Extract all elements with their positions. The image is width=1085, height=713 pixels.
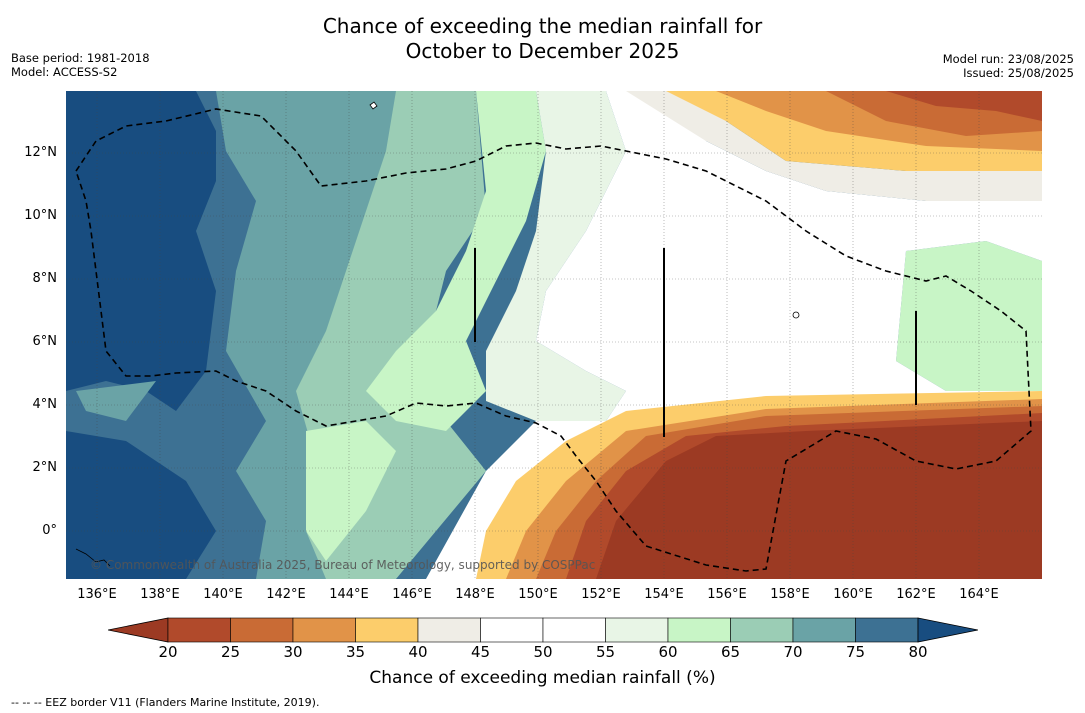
lon-label: 152°E <box>581 587 621 602</box>
eez-footnote: -- -- -- EEZ border V11 (Flanders Marine… <box>11 696 320 709</box>
colorbar-tick-label: 20 <box>158 643 178 661</box>
colorbar-box <box>792 617 856 643</box>
map-title: Chance of exceeding the median rainfall … <box>0 14 1085 64</box>
lat-label: 0° <box>42 523 57 538</box>
lat-label: 6°N <box>32 334 58 349</box>
colorbar-tick-label: 50 <box>533 643 553 661</box>
lon-label: 140°E <box>203 587 243 602</box>
colorbar-tick-label: 35 <box>345 643 366 661</box>
colorbar-box <box>730 617 794 643</box>
eez-border <box>75 108 1032 572</box>
coastline-fragment <box>75 548 111 567</box>
base-period: Base period: 1981-2018 <box>11 51 150 65</box>
lon-label: 156°E <box>707 587 747 602</box>
meta-right: Model run: 23/08/2025 Issued: 25/08/2025 <box>943 52 1074 80</box>
colorbar-tick-label: 70 <box>783 643 803 661</box>
lon-label: 136°E <box>77 587 117 602</box>
colorbar-tick-label: 25 <box>220 643 241 661</box>
colorbar-tick-label: 65 <box>720 643 741 661</box>
title-line-1: Chance of exceeding the median rainfall … <box>322 14 763 38</box>
lat-label: 2°N <box>32 460 58 475</box>
colorbar-box <box>167 617 231 643</box>
colorbar-tick-label: 75 <box>845 643 866 661</box>
model-name: Model: ACCESS-S2 <box>11 65 118 79</box>
lon-label: 162°E <box>896 587 936 602</box>
colorbar-tick-label: 40 <box>408 643 428 661</box>
colorbar-box <box>355 617 419 643</box>
region-60-65-south <box>306 421 396 561</box>
colorbar-tick-label: 30 <box>283 643 303 661</box>
colorbar-box <box>605 617 669 643</box>
colorbar <box>107 616 979 644</box>
colorbar-tick-label: 80 <box>908 643 928 661</box>
lon-label: 150°E <box>518 587 558 602</box>
colorbar-extend-low <box>107 617 169 643</box>
lon-label: 158°E <box>770 587 810 602</box>
lon-label: 146°E <box>392 587 432 602</box>
rainfall-map <box>66 91 1042 579</box>
lon-label: 164°E <box>959 587 999 602</box>
lat-label: 10°N <box>24 208 57 223</box>
colorbar-extend-high <box>917 617 979 643</box>
island-marker <box>369 101 378 110</box>
lat-label: 8°N <box>32 271 58 286</box>
colorbar-box <box>417 617 481 643</box>
colorbar-box <box>855 617 919 643</box>
region-70-75-west <box>76 381 156 421</box>
map-canvas <box>66 91 1042 579</box>
title-line-2: October to December 2025 <box>405 39 680 63</box>
island-marker-2 <box>792 311 800 319</box>
meta-left: Base period: 1981-2018 Model: ACCESS-S2 <box>11 51 150 79</box>
lon-label: 138°E <box>140 587 180 602</box>
colorbar-swatches <box>107 617 979 643</box>
colorbar-box <box>667 617 731 643</box>
colorbar-box <box>230 617 294 643</box>
lat-label: 4°N <box>32 397 58 412</box>
colorbar-label: Chance of exceeding median rainfall (%) <box>369 668 716 688</box>
region-60-65 <box>366 91 546 431</box>
lon-label: 148°E <box>455 587 495 602</box>
model-run: Model run: 23/08/2025 <box>942 52 1074 66</box>
region-below-20 <box>596 421 1042 579</box>
colorbar-tick-label: 55 <box>595 643 616 661</box>
graticule <box>66 91 1042 579</box>
copyright-notice: © Commonwealth of Australia 2025, Bureau… <box>90 558 596 572</box>
lon-label: 142°E <box>266 587 306 602</box>
lon-label: 144°E <box>329 587 369 602</box>
colorbar-tick-label: 45 <box>470 643 491 661</box>
region-above-80-south <box>66 431 216 579</box>
lon-label: 160°E <box>833 587 873 602</box>
colorbar-box <box>292 617 356 643</box>
region-20-25-north <box>886 91 1042 121</box>
lon-label: 154°E <box>644 587 684 602</box>
issued-date: Issued: 25/08/2025 <box>963 66 1074 80</box>
colorbar-box <box>480 617 544 643</box>
region-55-60 <box>486 91 626 421</box>
region-60-65-far-east <box>896 241 1042 391</box>
colorbar-tick-label: 60 <box>658 643 678 661</box>
colorbar-box <box>542 617 606 643</box>
region-40-45 <box>626 91 1042 201</box>
region-above-80 <box>66 91 216 411</box>
lat-label: 12°N <box>24 145 57 160</box>
